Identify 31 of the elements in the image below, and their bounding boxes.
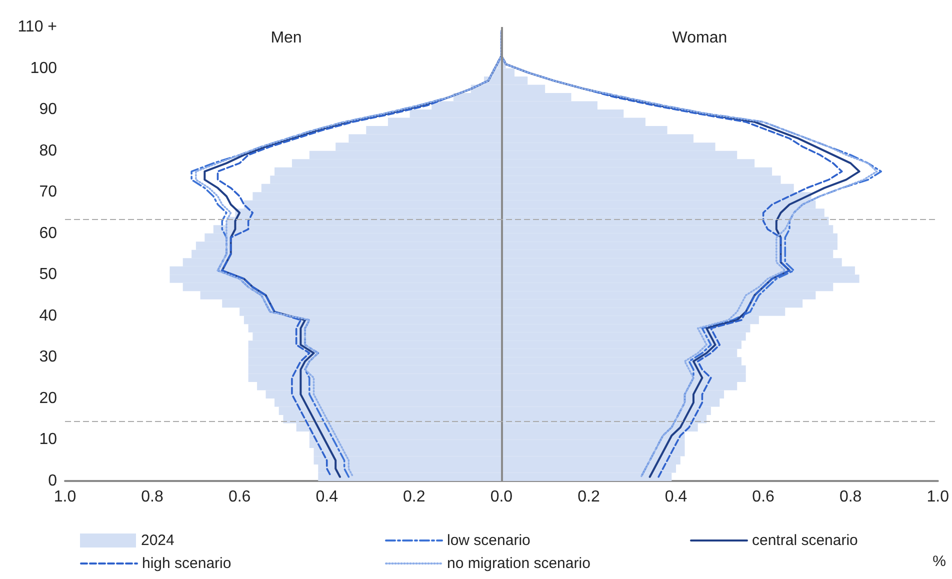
x-tick-label: 0.4 [316,488,338,506]
x-tick-label: 0.2 [578,488,600,506]
y-tick-label: 0 [48,472,58,490]
x-axis-title: % [932,553,946,570]
legend-label: high scenario [142,555,232,572]
x-tick-label: 0.8 [839,488,862,506]
legend-label: no migration scenario [447,555,590,572]
y-tick-label: 60 [39,224,58,242]
annotation: Woman [672,30,728,46]
y-tick-label: 100 [30,60,58,77]
y-tick-label: 110 + [18,18,57,36]
x-tick-label: 0.0 [490,488,513,506]
legend-label: low scenario [447,532,530,549]
x-tick-label: 0.2 [403,488,426,506]
y-tick-label: 40 [39,307,58,324]
y-tick-label: 80 [39,142,58,160]
legend-label: central scenario [752,532,858,549]
x-tick-label: 0.4 [664,488,688,506]
y-tick-label: 70 [39,184,58,201]
x-tick-label: 1.0 [926,488,950,506]
y-tick-label: 30 [39,348,58,366]
y-tick-label: 20 [39,390,58,407]
y-tick-label: 10 [39,431,58,448]
y-tick-label: 90 [39,101,58,118]
x-tick-label: 1.0 [54,488,76,506]
y-tick-label: 50 [39,266,58,284]
x-tick-label: 0.6 [228,488,251,506]
x-tick-label: 0.6 [752,488,775,506]
annotation: Men [270,30,302,46]
legend-label: 2024 [141,532,174,549]
x-tick-label: 0.8 [141,488,164,506]
